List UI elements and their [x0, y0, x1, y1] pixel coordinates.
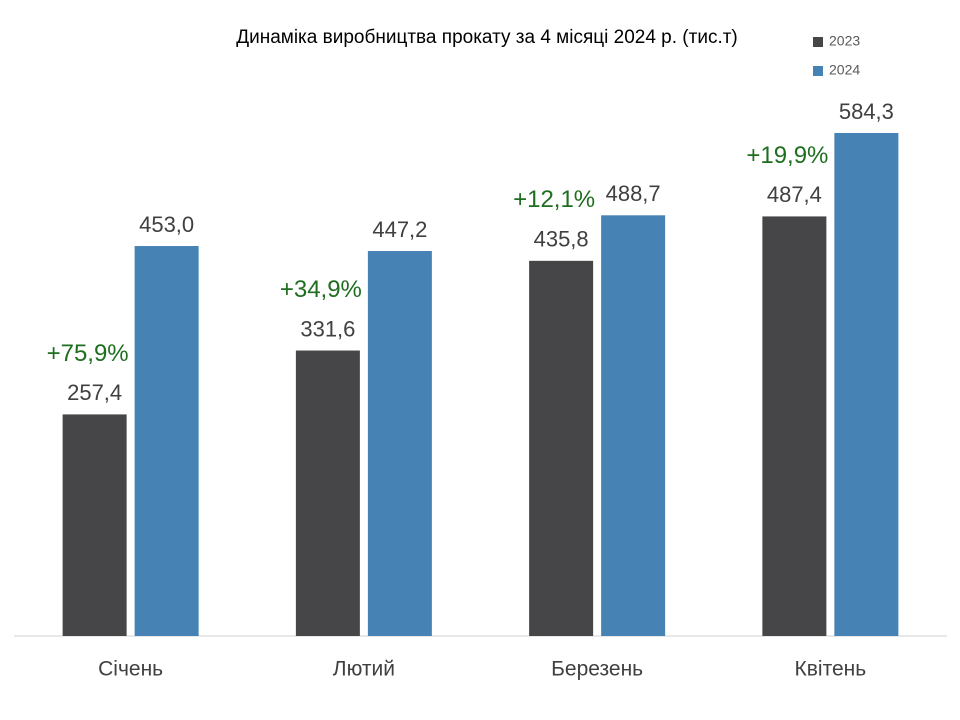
- value-label: 487,4: [767, 182, 822, 207]
- legend-label: 2023: [829, 33, 860, 49]
- value-label: 584,3: [839, 99, 894, 124]
- growth-annotation: +75,9%: [47, 340, 129, 367]
- growth-annotation: +19,9%: [746, 142, 828, 169]
- value-label: 447,2: [372, 217, 427, 242]
- chart-title: Динаміка виробництва прокату за 4 місяці…: [236, 27, 738, 48]
- legend-swatch: [813, 66, 823, 76]
- growth-annotation: +34,9%: [280, 276, 362, 303]
- bar: [134, 246, 199, 636]
- bar: [529, 260, 594, 636]
- bar: [762, 216, 827, 637]
- value-label: 257,4: [67, 380, 122, 405]
- x-tick-label: Січень: [98, 658, 163, 681]
- legend-label: 2024: [829, 62, 860, 78]
- bar: [601, 215, 666, 636]
- value-label: 488,7: [606, 181, 661, 206]
- bar: [62, 414, 127, 636]
- value-label: 331,6: [300, 316, 355, 341]
- bar: [295, 350, 360, 636]
- value-label: 435,8: [534, 227, 589, 252]
- bar: [367, 251, 432, 636]
- x-tick-label: Лютий: [333, 658, 395, 681]
- value-label: 453,0: [139, 212, 194, 237]
- x-tick-label: Березень: [551, 658, 643, 681]
- legend-swatch: [813, 37, 823, 47]
- growth-annotation: +12,1%: [513, 186, 595, 213]
- x-tick-label: Квітень: [795, 658, 867, 681]
- bar: [834, 133, 899, 636]
